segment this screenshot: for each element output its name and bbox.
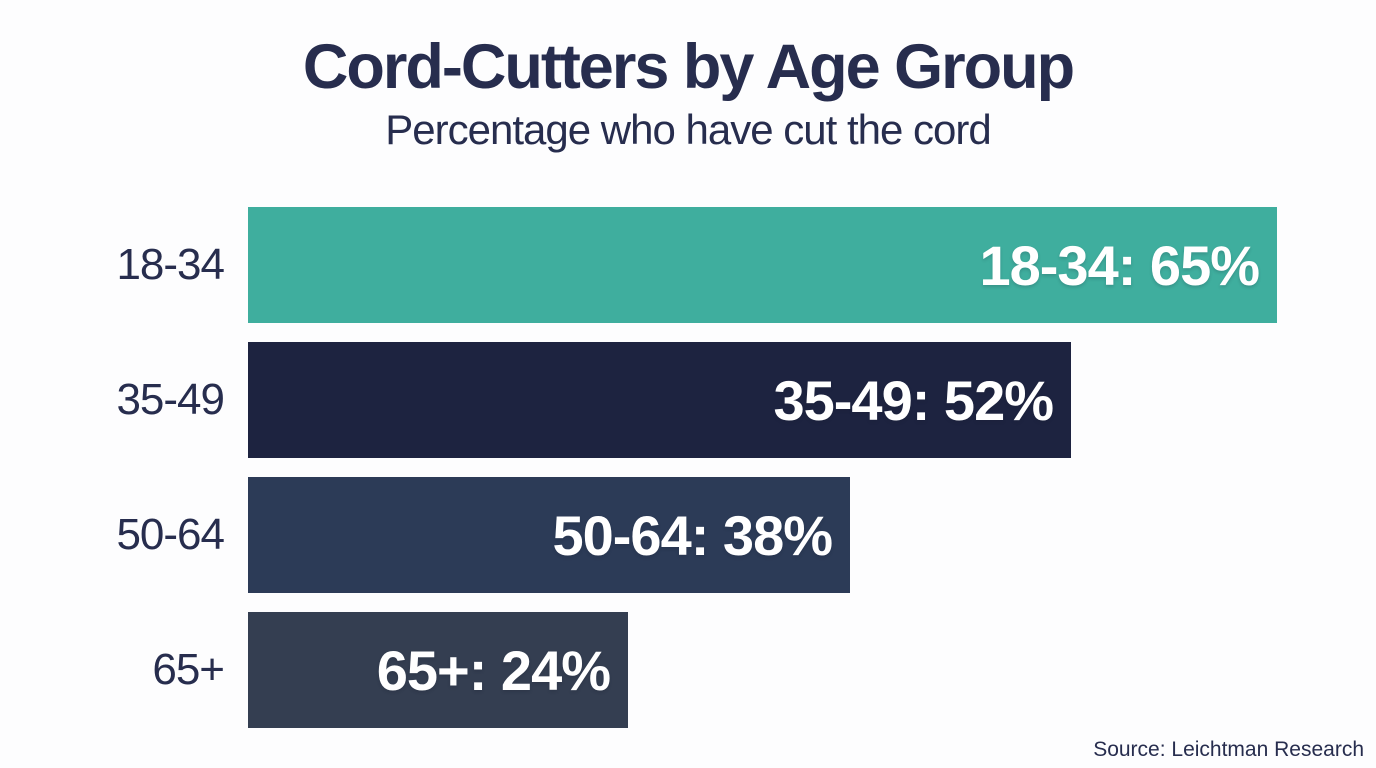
chart-subtitle: Percentage who have cut the cord — [385, 106, 991, 154]
bar-value-label: 50-64: 38% — [552, 503, 833, 567]
bar-value-label: 35-49: 52% — [773, 368, 1054, 432]
bar-value-label: 65+: 24% — [376, 638, 611, 702]
chart-row: 35-49 35-49: 52% — [0, 342, 1376, 458]
chart-title: Cord-Cutters by Age Group — [302, 32, 1075, 102]
chart-row: 50-64 50-64: 38% — [0, 477, 1376, 593]
category-label: 18-34 — [116, 240, 225, 289]
source-credit: Source: Leichtman Research — [1093, 738, 1364, 761]
chart-row: 18-34 18-34: 65% — [0, 207, 1376, 323]
bar-50-64: 50-64: 38% — [248, 477, 850, 593]
category-label: 35-49 — [116, 375, 225, 424]
bar-value-label: 18-34: 65% — [979, 233, 1260, 297]
bar-65+: 65+: 24% — [248, 612, 628, 728]
category-label: 50-64 — [116, 510, 225, 559]
bar-35-49: 35-49: 52% — [248, 342, 1071, 458]
bar-18-34: 18-34: 65% — [248, 207, 1277, 323]
category-label: 65+ — [152, 645, 225, 694]
chart-row: 65+ 65+: 24% — [0, 612, 1376, 728]
bar-chart: 18-34 18-34: 65% 35-49 35-49: 52% 50-64 50-64… — [0, 207, 1376, 747]
